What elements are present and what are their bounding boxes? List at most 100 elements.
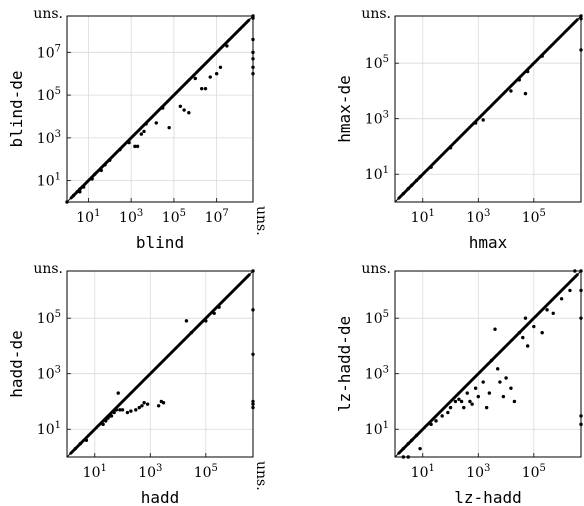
- x-tick-exponent: 1: [428, 208, 434, 219]
- data-point: [78, 187, 82, 191]
- x-tick-exponent: 3: [137, 208, 143, 219]
- plot-frame: [394, 270, 582, 458]
- y-tick-label: 101: [365, 165, 389, 183]
- y-tick-exponent: 1: [383, 420, 389, 431]
- diagonal-point: [575, 18, 579, 22]
- x-unsolved-label: uns.: [253, 461, 269, 491]
- data-point: [401, 455, 406, 459]
- plot-frame: [66, 15, 254, 203]
- data-point: [429, 165, 433, 169]
- x-tick-exponent: 5: [212, 463, 218, 474]
- data-point: [251, 405, 255, 410]
- data-point: [540, 330, 544, 335]
- x-unsolved-label: uns.: [253, 206, 269, 236]
- grid-lines: [395, 16, 581, 202]
- x-axis-label: blind: [136, 233, 184, 252]
- data-point: [517, 330, 522, 335]
- data-point: [414, 178, 419, 183]
- data-point: [579, 316, 583, 320]
- data-point: [465, 391, 469, 395]
- data-point: [440, 414, 444, 418]
- x-tick-label: 105: [194, 463, 218, 481]
- data-point: [498, 380, 502, 384]
- y-tick-label: 103: [365, 365, 389, 383]
- plot-frame: [66, 270, 254, 458]
- x-tick-label: 103: [466, 208, 490, 226]
- data-point: [217, 305, 221, 309]
- data-point: [109, 414, 114, 418]
- plot-frame: [394, 15, 582, 203]
- x-tick-exponent: 5: [540, 463, 546, 474]
- data-point: [473, 121, 478, 125]
- data-point: [568, 288, 572, 293]
- grid-lines: [67, 16, 253, 202]
- x-tick-exponent: 5: [180, 208, 186, 219]
- data-point: [103, 163, 107, 167]
- data-point: [81, 185, 86, 189]
- data-point: [135, 144, 140, 149]
- data-point: [93, 172, 97, 176]
- data-point: [225, 44, 229, 48]
- data-point: [65, 200, 69, 204]
- data-point: [429, 422, 433, 427]
- data-point: [118, 408, 122, 412]
- y-tick-label: 101: [37, 172, 61, 190]
- data-point: [189, 330, 194, 335]
- data-point: [90, 177, 94, 181]
- data-point: [78, 190, 82, 194]
- x-tick-exponent: 3: [484, 463, 490, 474]
- y-tick-exponent: 5: [55, 309, 61, 320]
- y-tick-exponent: 3: [55, 365, 61, 376]
- data-point: [118, 147, 122, 152]
- y-tick-exponent: 1: [55, 172, 61, 183]
- y-unsolved-label: uns.: [33, 6, 63, 22]
- data-point: [573, 269, 577, 273]
- data-point: [473, 386, 478, 390]
- x-tick-exponent: 1: [94, 208, 100, 219]
- data-point: [532, 324, 536, 329]
- data-point: [525, 344, 530, 348]
- scatter-panel-1: 101 101 103 103 105 105 107 107 uns. uns. blind bli…: [7, 6, 269, 252]
- data-point: [406, 455, 410, 459]
- y-tick-exponent: 3: [383, 365, 389, 376]
- scatter-panel-3: 101 101 103 103 105 105 uns. uns. hadd hadd-de: [7, 261, 269, 506]
- data-point: [161, 401, 166, 405]
- data-point: [101, 422, 105, 427]
- data-point: [579, 288, 583, 293]
- data-point: [140, 404, 144, 408]
- data-point: [517, 78, 522, 82]
- data-point: [476, 394, 480, 399]
- x-tick-label: 103: [466, 463, 490, 481]
- data-point: [108, 158, 112, 162]
- y-tick-exponent: 7: [55, 43, 61, 54]
- data-point: [401, 191, 406, 196]
- data-point: [142, 401, 146, 405]
- data-point: [457, 397, 461, 401]
- data-point: [193, 76, 197, 81]
- y-unsolved-label: uns.: [361, 261, 391, 277]
- data-point: [504, 376, 508, 380]
- data-point: [251, 65, 255, 69]
- data-point: [154, 121, 158, 125]
- data-point: [142, 129, 146, 134]
- data-point: [512, 399, 517, 404]
- data-point: [446, 410, 450, 415]
- data-point: [104, 419, 108, 423]
- x-tick-label: 105: [522, 463, 546, 481]
- x-tick-label: 107: [205, 208, 229, 226]
- x-tick-exponent: 1: [428, 463, 434, 474]
- data-point: [127, 140, 131, 145]
- data-point: [75, 190, 79, 194]
- data-point: [251, 37, 255, 42]
- data-point: [161, 106, 165, 110]
- x-tick-label: 101: [411, 208, 435, 226]
- data-point: [470, 402, 474, 406]
- y-tick-label: 105: [37, 309, 61, 327]
- data-point: [496, 367, 500, 371]
- data-point: [540, 54, 544, 58]
- data-point: [208, 75, 212, 79]
- data-point: [559, 297, 564, 301]
- y-tick-label: 101: [365, 420, 389, 438]
- data-point: [579, 14, 583, 18]
